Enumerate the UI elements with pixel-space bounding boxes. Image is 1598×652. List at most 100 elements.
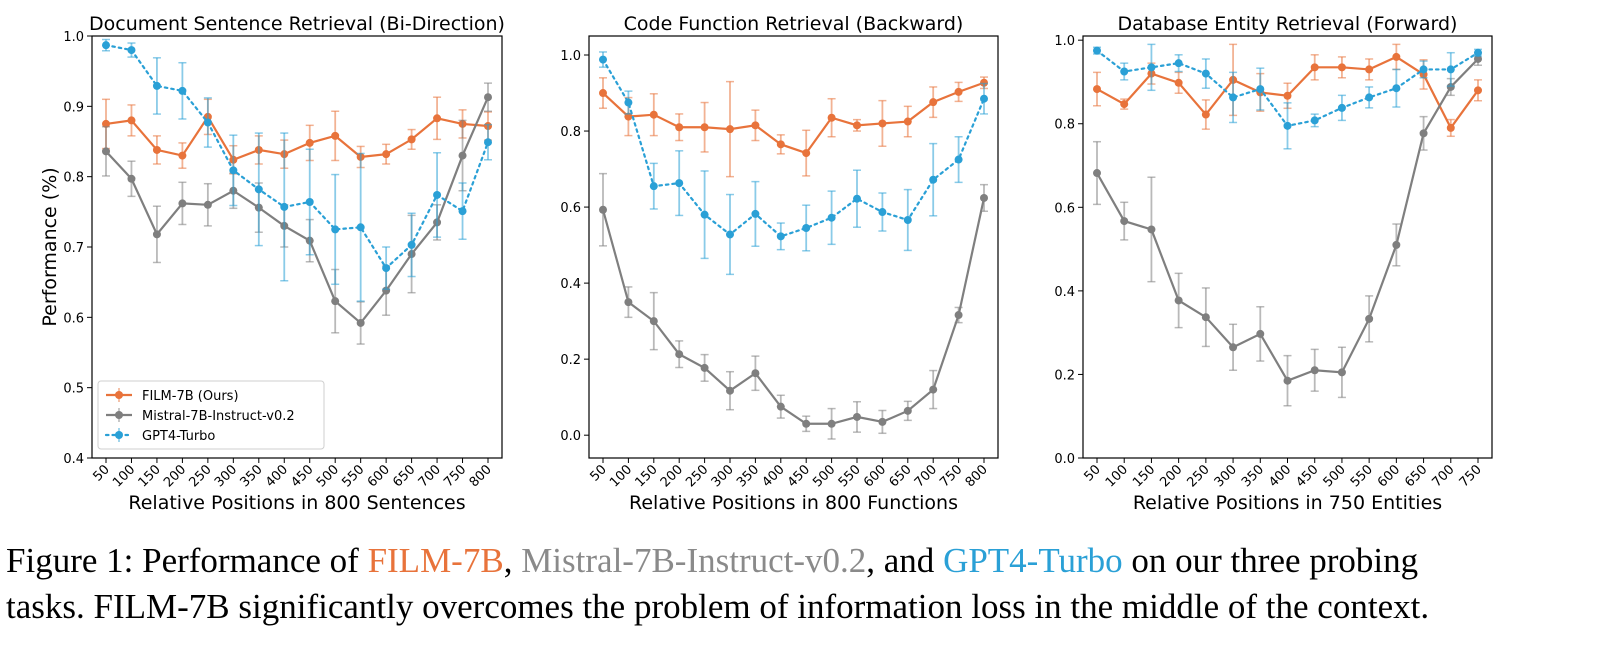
data-point: [382, 150, 391, 159]
data-point: [127, 116, 136, 125]
data-point: [305, 138, 314, 147]
data-point: [675, 179, 684, 188]
caption-gpt-name: GPT4-Turbo: [943, 541, 1123, 580]
caption-line-1: Figure 1: Performance of FILM-7B, Mistra…: [6, 538, 1598, 584]
y-tick-label: 0.0: [1054, 452, 1075, 467]
legend-box: [97, 380, 325, 450]
data-point: [726, 125, 734, 134]
x-tick-label: 550: [1348, 462, 1376, 490]
data-point: [929, 385, 938, 394]
data-point: [827, 213, 836, 222]
data-point: [1256, 85, 1265, 94]
x-tick-label: 500: [1321, 462, 1349, 490]
legend-label: FILM-7B (Ours): [142, 389, 239, 404]
data-point: [203, 200, 212, 209]
series-mistral-7b-instruct-v0-2: [1093, 51, 1482, 407]
legend-label: Mistral-7B-Instruct-v0.2: [142, 409, 295, 424]
legend-entry: Mistral-7B-Instruct-v0.2: [106, 408, 295, 424]
y-tick-label: 0.8: [1054, 118, 1075, 133]
data-point: [649, 182, 658, 191]
data-point: [1474, 54, 1482, 63]
series-line: [105, 114, 489, 162]
x-tick-label: 800: [963, 462, 991, 490]
data-point: [1093, 46, 1101, 55]
data-point: [954, 87, 963, 96]
data-point: [649, 317, 658, 326]
data-point: [1256, 329, 1265, 338]
chart-panel-3: Database Entity Retrieval (Forward) 0.0 0.…: [1054, 13, 1493, 514]
data-point: [458, 151, 467, 160]
x-tick-label: 500: [810, 462, 838, 490]
x-tick-label: 150: [632, 462, 660, 490]
series-line: [601, 58, 986, 238]
data-point: [878, 119, 887, 128]
x-tick-label: 400: [759, 462, 787, 490]
data-point: [1174, 296, 1183, 305]
series-film-7b-ours: [599, 76, 988, 178]
chart-title: Database Entity Retrieval (Forward): [1118, 13, 1458, 35]
x-tick-label: 50: [1082, 462, 1104, 484]
data-point: [624, 298, 633, 307]
data-point: [1310, 63, 1319, 72]
data-point: [802, 223, 811, 232]
x-tick-label: 350: [1239, 462, 1267, 490]
x-tick-label: 350: [734, 462, 762, 490]
caption-line2-prefix: tasks.: [6, 587, 94, 626]
legend: FILM-7B (Ours) Mistral-7B-Instruct-v0.2 GP…: [97, 380, 325, 450]
data-point: [675, 350, 684, 359]
x-tick-label: 100: [110, 462, 138, 490]
x-axis-label: Relative Positions in 800 Functions: [629, 492, 958, 514]
data-point: [356, 318, 365, 327]
x-axis-label: Relative Positions in 750 Entities: [1133, 492, 1442, 514]
x-tick-label: 200: [658, 462, 686, 490]
x-tick-label: 50: [588, 462, 610, 484]
data-point: [700, 210, 709, 219]
x-tick-label: 450: [785, 462, 813, 490]
data-point: [484, 138, 492, 147]
data-point: [1229, 343, 1238, 352]
series-gpt4-turbo: [1093, 43, 1482, 150]
data-point: [929, 175, 938, 184]
data-point: [776, 402, 785, 411]
y-tick-label: 0.4: [63, 452, 84, 467]
data-point: [1174, 78, 1183, 87]
data-point: [407, 240, 416, 249]
data-point: [152, 81, 161, 90]
data-point: [599, 205, 607, 214]
series-line: [104, 44, 490, 270]
x-tick-label: 800: [467, 462, 495, 490]
x-tick-label: 750: [1457, 462, 1485, 490]
y-axis-label: Performance (%): [39, 167, 61, 326]
data-point: [827, 419, 836, 428]
series-gpt4-turbo: [102, 38, 492, 302]
chart-title: Code Function Retrieval (Backward): [624, 13, 964, 35]
x-tick-label: 50: [91, 462, 113, 484]
data-point: [599, 89, 607, 98]
data-point: [1174, 59, 1183, 68]
data-point: [700, 123, 709, 132]
legend-marker: [115, 431, 123, 439]
data-point: [1310, 366, 1319, 375]
data-point: [1201, 110, 1210, 119]
data-point: [1201, 313, 1210, 322]
series-mistral-7b-instruct-v0-2: [599, 172, 988, 440]
data-point: [751, 209, 760, 218]
data-point: [356, 223, 365, 232]
data-point: [102, 147, 110, 156]
data-point: [878, 417, 887, 426]
data-point: [954, 155, 963, 164]
x-axis-label: Relative Positions in 800 Sentences: [128, 492, 465, 514]
y-tick-label: 0.8: [560, 125, 581, 140]
data-point: [878, 208, 887, 217]
data-point: [178, 151, 187, 160]
data-point: [1392, 240, 1401, 249]
data-point: [178, 86, 187, 95]
x-tick-label: 150: [136, 462, 164, 490]
data-point: [599, 55, 607, 64]
x-tick-label: 650: [1402, 462, 1430, 490]
y-tick-label: 0.5: [63, 382, 84, 397]
x-tick-label: 300: [709, 462, 737, 490]
caption-prefix: Figure 1: Performance of: [6, 541, 368, 580]
caption-film-name: FILM-7B: [367, 541, 504, 580]
data-point: [1120, 67, 1129, 76]
